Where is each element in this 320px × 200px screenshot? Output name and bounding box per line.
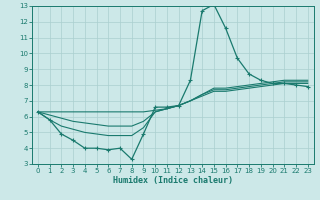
X-axis label: Humidex (Indice chaleur): Humidex (Indice chaleur) <box>113 176 233 185</box>
